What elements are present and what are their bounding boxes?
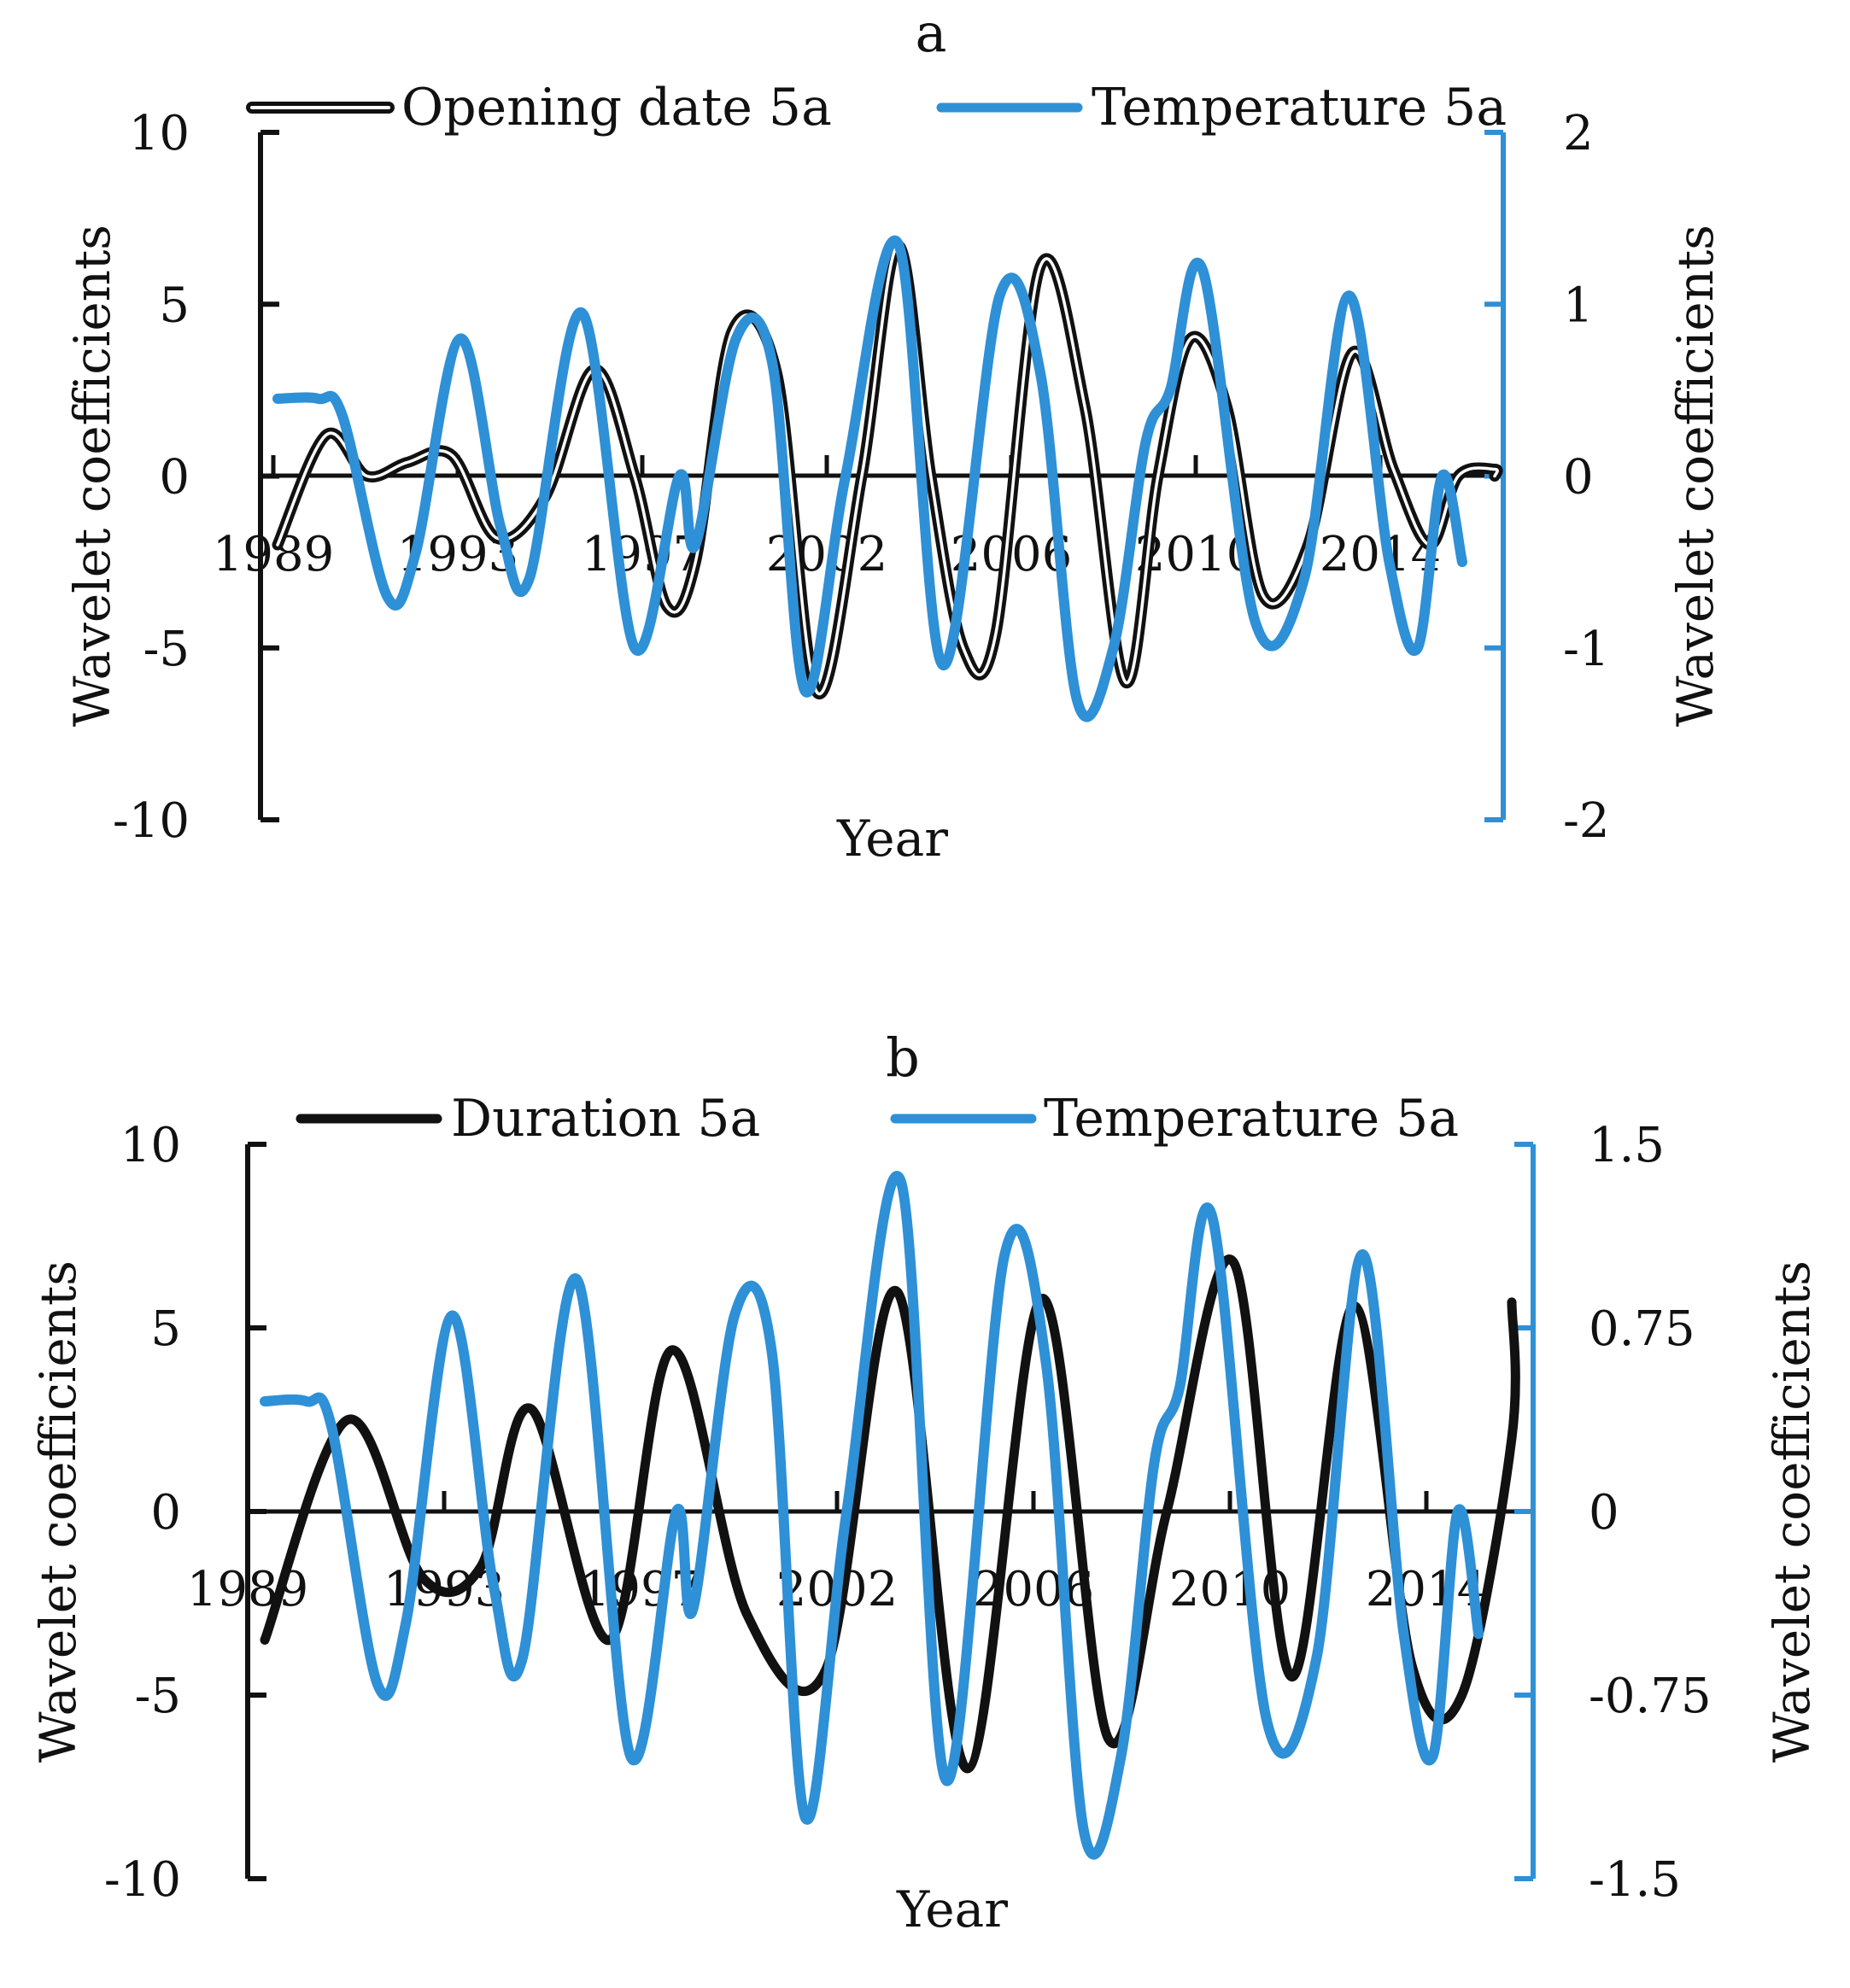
left-y-tick-label: 5 bbox=[150, 1301, 181, 1357]
left-y-tick-label: 10 bbox=[120, 1118, 181, 1173]
right-y-tick-label: 0 bbox=[1563, 450, 1594, 506]
series-layer bbox=[260, 1171, 1520, 1860]
right-y-axis-label: Wavelet coefficients bbox=[1666, 225, 1724, 727]
series-line-opening-date-5a-inner bbox=[276, 244, 1499, 696]
right-y-tick-label: 1.5 bbox=[1589, 1118, 1665, 1173]
panel-a-legend: Opening date 5a Temperature 5a bbox=[246, 78, 1507, 137]
x-axis-label: Year bbox=[896, 1880, 1008, 1938]
right-y-tick-label: -1.5 bbox=[1589, 1852, 1681, 1908]
x-tick-label: 1997 bbox=[582, 527, 704, 582]
panel-b-legend: Duration 5a Temperature 5a bbox=[296, 1089, 1459, 1149]
left-y-axis-label: Wavelet coefficients bbox=[63, 225, 121, 727]
right-y-tick-label: -0.75 bbox=[1589, 1669, 1712, 1724]
right-y-tick-label: 0 bbox=[1589, 1485, 1619, 1541]
legend-label-opening-date: Opening date 5a bbox=[401, 78, 832, 137]
series-line-duration-5a bbox=[260, 1254, 1520, 1774]
legend-label-duration: Duration 5a bbox=[451, 1089, 760, 1149]
left-y-tick-label: 10 bbox=[129, 106, 190, 161]
left-y-tick-label: 0 bbox=[150, 1485, 181, 1541]
panel-b: b Duration 5a Temperature 5a -10 -5 0 5 10 -… bbox=[29, 1026, 1821, 1938]
series-line-temperature-5a bbox=[272, 236, 1467, 722]
x-tick-label: 2006 bbox=[973, 1562, 1095, 1617]
left-y-tick-label: -5 bbox=[143, 622, 190, 677]
right-y-tick-label: 1 bbox=[1563, 278, 1594, 333]
legend-label-temperature: Temperature 5a bbox=[1044, 1089, 1459, 1149]
series-line-temperature-5a bbox=[260, 1171, 1484, 1860]
left-y-tick-label: 0 bbox=[159, 450, 190, 506]
panel-b-title: b bbox=[886, 1026, 920, 1089]
right-y-axis-label: Wavelet coefficients bbox=[1763, 1260, 1821, 1763]
x-tick-label: 1989 bbox=[213, 527, 335, 582]
right-y-tick-label: 0.75 bbox=[1589, 1301, 1695, 1357]
left-y-tick-label: -10 bbox=[113, 793, 190, 849]
panel-a-title: a bbox=[916, 2, 947, 64]
right-y-tick-label: -1 bbox=[1563, 622, 1610, 677]
panel-a: a Opening date 5a Temperature 5a -10-505… bbox=[63, 2, 1724, 868]
series-layer bbox=[272, 236, 1503, 722]
left-y-axis-label: Wavelet coefficients bbox=[29, 1260, 87, 1763]
right-y-tick-label: 2 bbox=[1563, 106, 1594, 161]
right-y-tick-label: -2 bbox=[1563, 793, 1610, 849]
left-y-tick-label: -5 bbox=[134, 1669, 181, 1724]
x-axis-label: Year bbox=[836, 810, 948, 868]
left-y-tick-label: -10 bbox=[104, 1852, 181, 1908]
legend-label-temperature: Temperature 5a bbox=[1092, 78, 1507, 137]
left-y-tick-label: 5 bbox=[159, 278, 190, 333]
